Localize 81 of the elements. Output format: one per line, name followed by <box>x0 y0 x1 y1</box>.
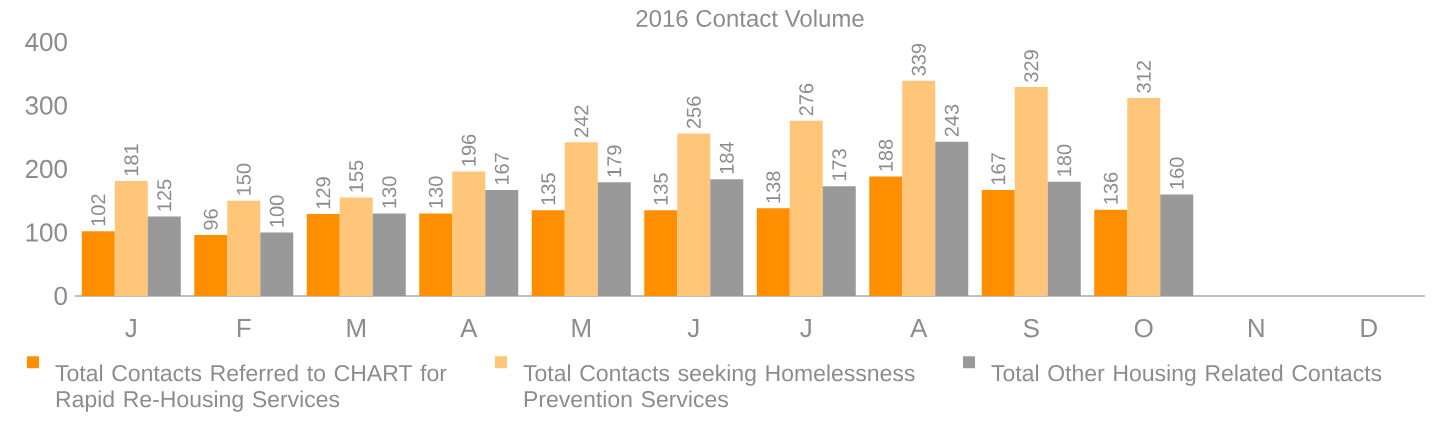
legend-label: Total Other Housing Related Contacts <box>991 364 1382 386</box>
data-label: 188 <box>878 139 893 171</box>
data-label: 150 <box>236 163 251 195</box>
bar <box>902 80 936 296</box>
bar <box>935 141 969 296</box>
chart-title: 2016 Contact Volume <box>636 9 864 27</box>
bar <box>1014 87 1048 296</box>
x-tick-label: J <box>125 319 136 338</box>
bar <box>677 133 711 296</box>
bar <box>1047 181 1081 296</box>
data-label: 329 <box>1024 50 1039 82</box>
bar <box>81 231 115 296</box>
bar <box>564 142 598 296</box>
data-label: 100 <box>269 195 284 227</box>
data-label: 135 <box>653 173 668 205</box>
bar <box>869 176 903 296</box>
bar <box>1160 194 1194 296</box>
data-label: 167 <box>991 153 1006 185</box>
x-tick-label: F <box>237 319 251 337</box>
x-tick-label: M <box>572 319 590 337</box>
data-label: 160 <box>1169 157 1184 189</box>
data-label: 196 <box>461 134 476 166</box>
bar <box>227 200 261 296</box>
bar <box>372 213 406 296</box>
data-label: 129 <box>316 177 331 209</box>
data-label: 130 <box>382 176 397 208</box>
legend-label: Total Contacts Referred to CHART for Rapid Re-Housing Services <box>55 364 447 412</box>
x-tick-label: A <box>460 319 478 337</box>
y-tick-label: 200 <box>25 159 67 179</box>
bar <box>1127 97 1161 296</box>
y-tick-label: 100 <box>26 223 67 242</box>
data-label: 102 <box>91 194 106 226</box>
y-tick-label: 0 <box>54 286 67 306</box>
data-label: 167 <box>494 153 509 185</box>
bar <box>339 197 373 296</box>
y-tick-label: 400 <box>25 32 67 52</box>
bar <box>644 210 678 296</box>
x-tick-label: A <box>910 319 928 337</box>
data-label: 179 <box>607 145 622 177</box>
bar <box>114 181 148 296</box>
x-tick-label: N <box>1248 319 1264 337</box>
data-label: 155 <box>349 160 364 192</box>
bar <box>789 120 823 296</box>
bar <box>485 189 519 296</box>
data-label: 256 <box>686 96 701 129</box>
bar <box>531 210 565 296</box>
data-label: 135 <box>541 173 556 205</box>
data-label: 173 <box>832 149 847 181</box>
x-tick-label: J <box>800 319 811 338</box>
data-label: 96 <box>203 209 218 230</box>
bar <box>452 171 486 296</box>
data-label: 181 <box>124 144 139 176</box>
data-label: 243 <box>944 104 959 137</box>
bar <box>597 182 631 296</box>
bar <box>1094 209 1128 296</box>
x-tick-label: O <box>1134 319 1153 338</box>
data-label: 339 <box>911 43 926 76</box>
bar <box>710 179 744 296</box>
x-tick-label: M <box>347 319 365 337</box>
data-label: 184 <box>719 141 734 174</box>
data-label: 136 <box>1103 172 1118 204</box>
bar <box>419 213 453 296</box>
legend-label: Total Contacts seeking Homelessness Prevention Services <box>523 364 915 408</box>
bar <box>306 214 340 296</box>
data-label: 130 <box>428 176 443 208</box>
data-label: 180 <box>1057 144 1072 176</box>
bar <box>194 235 228 296</box>
bar <box>822 186 856 296</box>
x-tick-label: D <box>1361 319 1377 337</box>
data-label: 125 <box>157 179 172 211</box>
bar <box>260 232 294 296</box>
bar <box>981 189 1015 296</box>
x-tick-label: S <box>1023 319 1039 338</box>
data-label: 312 <box>1136 61 1151 93</box>
data-label: 138 <box>766 171 781 203</box>
bar <box>756 208 790 296</box>
data-label: 276 <box>799 83 814 116</box>
y-tick-label: 300 <box>25 96 67 115</box>
x-tick-label: J <box>687 319 699 338</box>
data-label: 242 <box>574 105 589 137</box>
bar <box>147 216 181 296</box>
